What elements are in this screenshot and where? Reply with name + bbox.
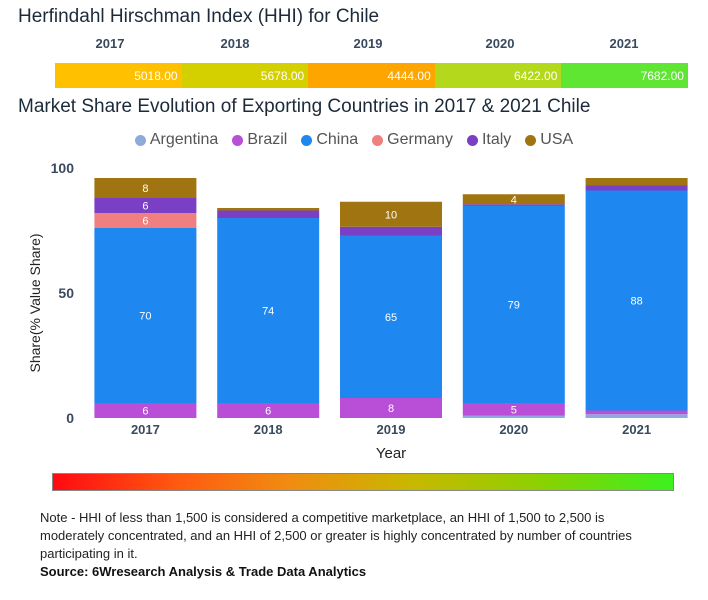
legend-label: Argentina [149,131,219,148]
chart-legend: Argentina Brazil China Germany Italy USA [0,131,708,149]
source-line: Source: 6Wresearch Analysis & Trade Data… [40,564,367,579]
data-label: 70 [139,311,151,323]
bar-segment-brazil-2018 [217,403,320,418]
legend-label: Italy [481,131,512,148]
legend-item-china[interactable]: China [301,131,358,149]
legend-label: China [316,131,359,148]
hhi-year-label: 2017 [95,36,125,51]
legend-dot [232,134,244,146]
x-tick-label: 2019 [377,422,406,437]
bar-segment-brazil-2021 [585,410,688,415]
hhi-segment: 5678.00 [181,63,309,88]
x-tick-label: 2017 [131,422,160,437]
stacked-bar-chart: 0 50 100 Share(% Value Share) 6 70 6 6 8 2017 6 74 2… [27,160,688,462]
y-axis-label: Share(% Value Share) [27,233,43,372]
hhi-segment: 4444.00 [308,63,435,88]
hhi-value: 7682.00 [640,68,684,83]
bar-segment-china-2021 [585,190,688,411]
hhi-year-label: 2020 [485,36,515,51]
hhi-year-label: 2019 [353,36,383,51]
bar-segment-italy-2021 [585,185,688,191]
bar-segment-argentina-2021 [585,414,688,418]
data-label: 79 [508,299,520,311]
legend-item-usa[interactable]: USA [525,131,573,149]
data-label: 5 [511,404,517,416]
legend-dot [466,134,478,146]
legend-dot [525,134,537,146]
hhi-year-label: 2021 [609,36,639,51]
data-label: 8 [142,183,148,195]
legend-label: Brazil [247,131,288,148]
bar-segment-china-2017 [94,228,197,403]
legend-item-brazil[interactable]: Brazil [232,131,287,149]
x-tick-label: 2020 [499,422,528,437]
legend-label: Germany [387,131,453,148]
bar-segment-china-2020 [462,205,565,403]
bar-segment-brazil-2019 [340,398,442,418]
hhi-title: Herfindahl Hirschman Index (HHI) for Chi… [18,6,380,27]
legend-dot [134,134,146,146]
chart-title: Market Share Evolution of Exporting Coun… [18,96,591,117]
bar-segment-germany-2017 [94,213,197,228]
hhi-year-label: 2018 [220,36,250,51]
hhi-value-bar: 5018.00 5678.00 4444.00 6422.00 7682.00 [55,63,688,88]
bar-segment-italy-2019 [340,226,442,236]
bar-segment-brazil-2020 [462,403,565,416]
hhi-year-row: 2017 2018 2019 2020 2021 [55,36,688,56]
data-label: 88 [630,296,642,308]
bar-segment-usa-2017 [94,178,197,198]
hhi-segment: 5018.00 [55,63,182,88]
hhi-note: Note - HHI of less than 1,500 is conside… [40,510,632,561]
data-label: 8 [388,403,394,415]
data-label: 10 [385,209,397,221]
data-label: 6 [265,406,271,418]
hhi-segment: 6422.00 [434,63,562,88]
hhi-value: 4444.00 [387,68,431,83]
bar-segment-italy-2018 [217,210,320,218]
y-tick-label: 50 [58,285,74,301]
data-label: 6 [142,201,148,213]
concentration-gradient-bar [52,473,674,491]
hhi-segment: 7682.00 [561,63,688,88]
bar-segment-china-2019 [340,235,442,398]
data-label: 6 [142,406,148,418]
bar-segment-usa-2020 [462,194,565,205]
data-label: 6 [142,216,148,228]
legend-label: USA [540,131,574,148]
legend-item-argentina[interactable]: Argentina [134,131,219,149]
y-tick-label: 0 [66,410,74,426]
bar-segment-brazil-2017 [94,403,197,418]
data-label: 74 [262,306,274,318]
data-label: 4 [511,194,517,206]
x-tick-label: 2021 [622,422,651,437]
bar-segment-argentina-2020 [462,415,565,418]
x-axis-label: Year [376,445,406,462]
legend-item-germany[interactable]: Germany [372,131,453,149]
hhi-value: 6422.00 [513,68,558,83]
bar-segment-italy-2017 [94,198,197,213]
y-tick-label: 100 [51,160,75,176]
x-tick-label: 2018 [254,422,283,437]
legend-dot [301,134,313,146]
legend-dot [372,134,384,146]
legend-item-italy[interactable]: Italy [466,131,512,149]
hhi-value: 5678.00 [260,68,305,83]
bar-segment-usa-2018 [217,208,320,211]
bar-segment-usa-2021 [585,178,688,186]
bar-segment-china-2018 [217,218,320,403]
hhi-value: 5018.00 [134,68,178,83]
bar-segment-usa-2019 [340,201,442,227]
bar-segment-italy-2020 [462,204,565,206]
data-label: 65 [385,312,397,324]
